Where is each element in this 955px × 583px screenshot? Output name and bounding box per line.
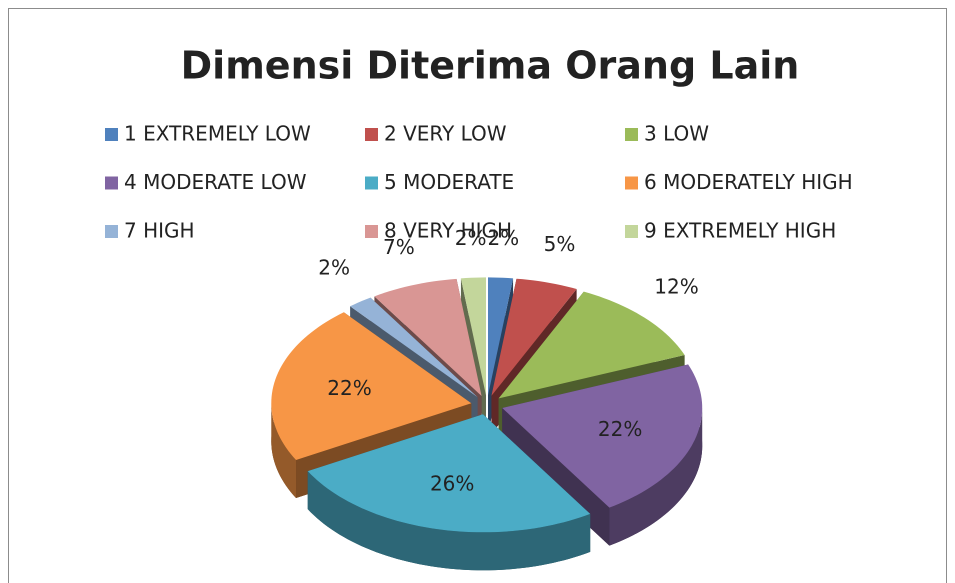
legend-swatch	[365, 225, 378, 238]
legend-label: 5 MODERATE	[384, 170, 514, 194]
slice	[307, 414, 591, 533]
data-label: 2%	[318, 255, 350, 279]
slice	[502, 364, 703, 508]
slice	[488, 277, 514, 396]
slice-side	[271, 403, 297, 499]
slice	[374, 278, 482, 396]
slice	[271, 312, 472, 461]
legend-label: 7 HIGH	[124, 219, 195, 243]
data-label: 26%	[430, 472, 474, 496]
data-label: 7%	[383, 235, 415, 259]
slice	[460, 277, 486, 396]
legend-swatch	[105, 176, 118, 190]
data-label: 2%	[455, 226, 487, 250]
legend-swatch	[365, 176, 378, 190]
legend-label: 8 VERY HIGH	[384, 219, 512, 243]
data-label: 12%	[654, 274, 698, 298]
data-label: 5%	[544, 232, 576, 256]
legend-swatch	[625, 128, 638, 141]
legend-label: 1 EXTREMELY LOW	[124, 122, 311, 146]
legend-swatch	[625, 176, 638, 190]
legend-label: 6 MODERATELY HIGH	[644, 170, 853, 194]
slice	[350, 297, 478, 398]
data-label: 22%	[598, 417, 642, 441]
legend-label: 4 MODERATE LOW	[124, 170, 307, 194]
legend-swatch	[365, 128, 378, 141]
legend-label: 9 EXTREMELY HIGH	[644, 219, 836, 243]
legend-swatch	[625, 225, 638, 238]
legend-label: 3 LOW	[644, 122, 709, 146]
data-label: 22%	[327, 376, 371, 400]
legend-swatch	[105, 225, 118, 238]
legend-swatch	[105, 128, 118, 141]
data-label: 2%	[487, 226, 519, 250]
slice	[498, 291, 685, 399]
slice-side	[307, 471, 591, 571]
legend-label: 2 VERY LOW	[384, 122, 507, 146]
slice-side	[609, 407, 703, 546]
slice	[491, 278, 577, 396]
chart-title: Dimensi Diterima Orang Lain	[181, 44, 800, 88]
